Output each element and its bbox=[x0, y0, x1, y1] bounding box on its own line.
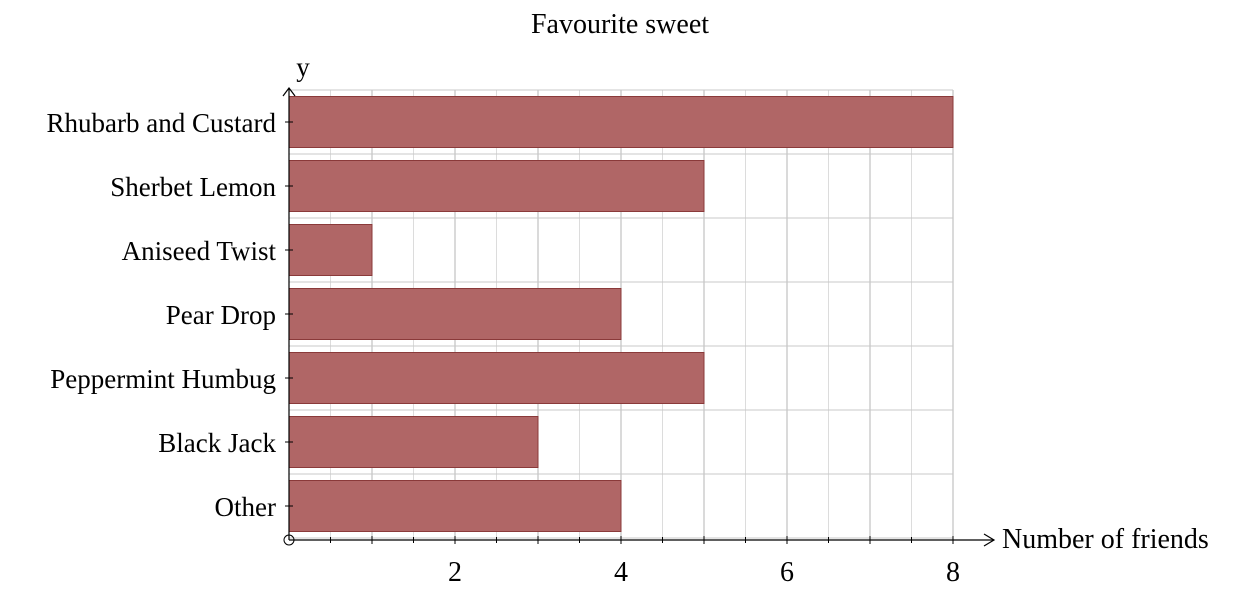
bar bbox=[288, 480, 622, 532]
bar bbox=[288, 96, 954, 148]
y-axis-arrow bbox=[282, 87, 296, 97]
category-label: Peppermint Humbug bbox=[50, 364, 276, 394]
bar bbox=[288, 352, 705, 404]
labels: Rhubarb and Custard Sherbet Lemon Aniseed … bbox=[47, 108, 960, 588]
category-label: Aniseed Twist bbox=[122, 236, 277, 266]
y-axis-label: y bbox=[296, 52, 310, 82]
bar bbox=[288, 160, 705, 212]
category-label: Black Jack bbox=[158, 428, 276, 458]
x-axis-label: Number of friends bbox=[1002, 524, 1209, 555]
origin-marker bbox=[283, 534, 295, 546]
x-tick-label: 4 bbox=[614, 557, 628, 584]
chart-title: Favourite sweet bbox=[531, 9, 709, 40]
bar bbox=[288, 416, 539, 468]
x-tick-label: 8 bbox=[946, 557, 960, 584]
category-label: Other bbox=[215, 492, 276, 522]
category-label: Pear Drop bbox=[166, 300, 276, 330]
x-tick-label: 2 bbox=[448, 557, 462, 584]
bar bbox=[288, 224, 373, 276]
category-label: Rhubarb and Custard bbox=[47, 108, 277, 138]
x-axis-arrow bbox=[983, 533, 996, 547]
category-label: Sherbet Lemon bbox=[110, 172, 276, 202]
bars bbox=[288, 96, 954, 532]
axes bbox=[282, 87, 996, 547]
bar bbox=[288, 288, 622, 340]
x-tick-label: 6 bbox=[780, 557, 794, 584]
